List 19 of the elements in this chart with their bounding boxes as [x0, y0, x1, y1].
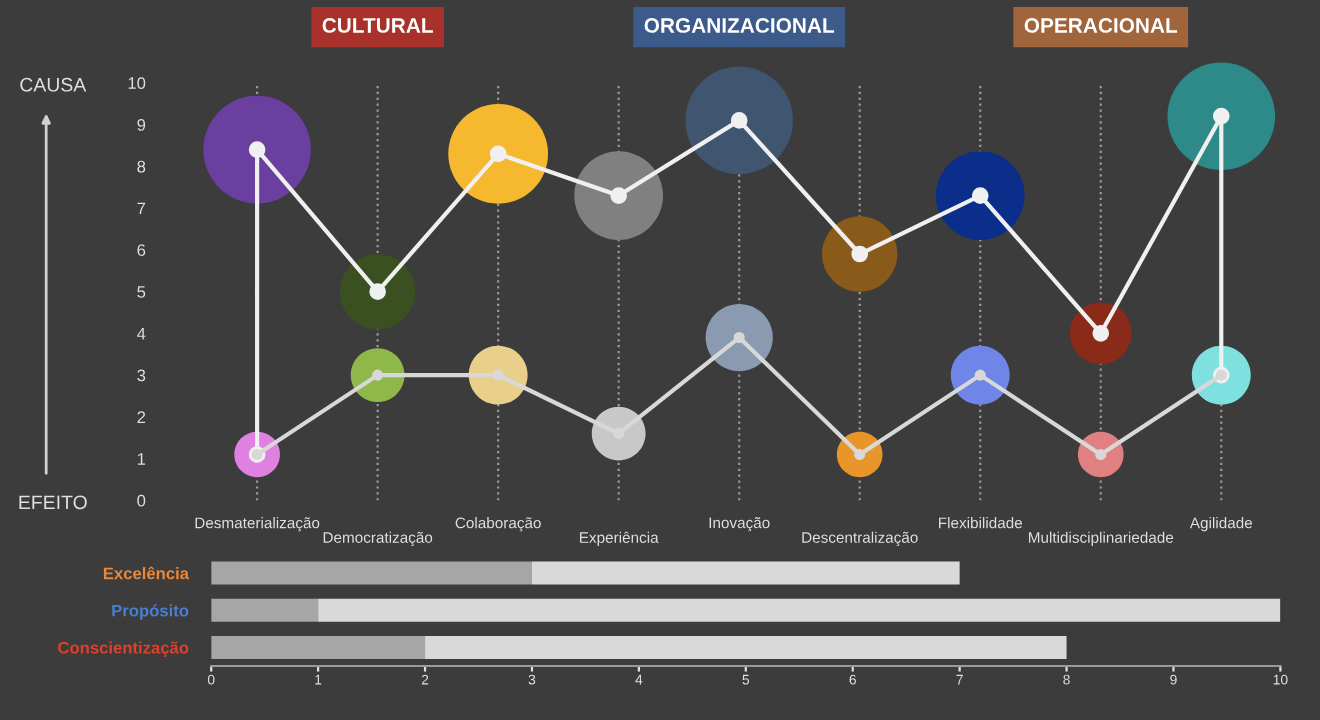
- y-tick-label: Excelência: [103, 566, 190, 580]
- y-tick-label: 0: [137, 494, 146, 507]
- y-tick-label: 4: [137, 327, 146, 340]
- y-tick-label: 9: [137, 118, 146, 131]
- y-tick-label: 2: [137, 411, 146, 423]
- y-tick-label: 1: [137, 453, 146, 465]
- y-tick-label: 3: [137, 369, 146, 382]
- y-tick-label: 8: [137, 160, 146, 173]
- y-tick-label: 10: [128, 77, 146, 89]
- text: CAUSA: [20, 77, 87, 92]
- text: EFEITO: [19, 495, 87, 510]
- text: OPERACIONAL: [1024, 18, 1178, 33]
- y-tick-label: 5: [137, 286, 146, 298]
- y-tick-label: 7: [137, 202, 146, 215]
- text: CULTURAL: [322, 18, 433, 33]
- y-tick-label: Propósito: [112, 604, 189, 620]
- y-tick-label: Conscientização: [58, 641, 189, 657]
- text: ORGANIZACIONAL: [644, 18, 835, 33]
- y-tick-label: 6: [137, 244, 146, 257]
